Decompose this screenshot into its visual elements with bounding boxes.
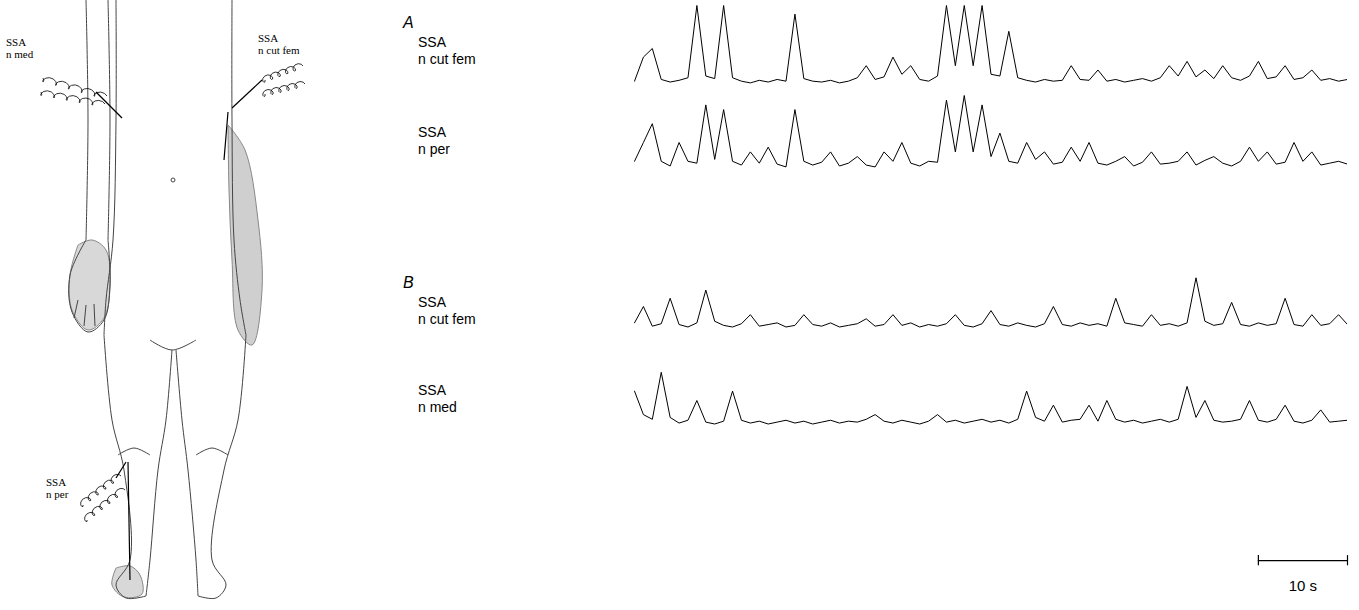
svg-text:10 s: 10 s [1289,577,1317,594]
html-text:SSA: SSA [418,124,446,140]
html-text:n per: n per [418,141,450,157]
html-text:n cut fem: n cut fem [418,311,476,327]
html-text:SSA: SSA [418,34,446,50]
html-text:n med: n med [418,399,457,415]
svg-text:SSAn cut fem: SSAn cut fem [258,32,300,56]
html-text:SSA: SSA [418,382,446,398]
html-text:n cut fem: n cut fem [418,51,476,67]
html-text:A: A [403,14,414,31]
svg-text:SSAn med: SSAn med [6,36,34,60]
html-text:B: B [403,274,414,291]
html-text:SSA: SSA [418,294,446,310]
svg-text:SSAn per: SSAn per [46,476,69,500]
